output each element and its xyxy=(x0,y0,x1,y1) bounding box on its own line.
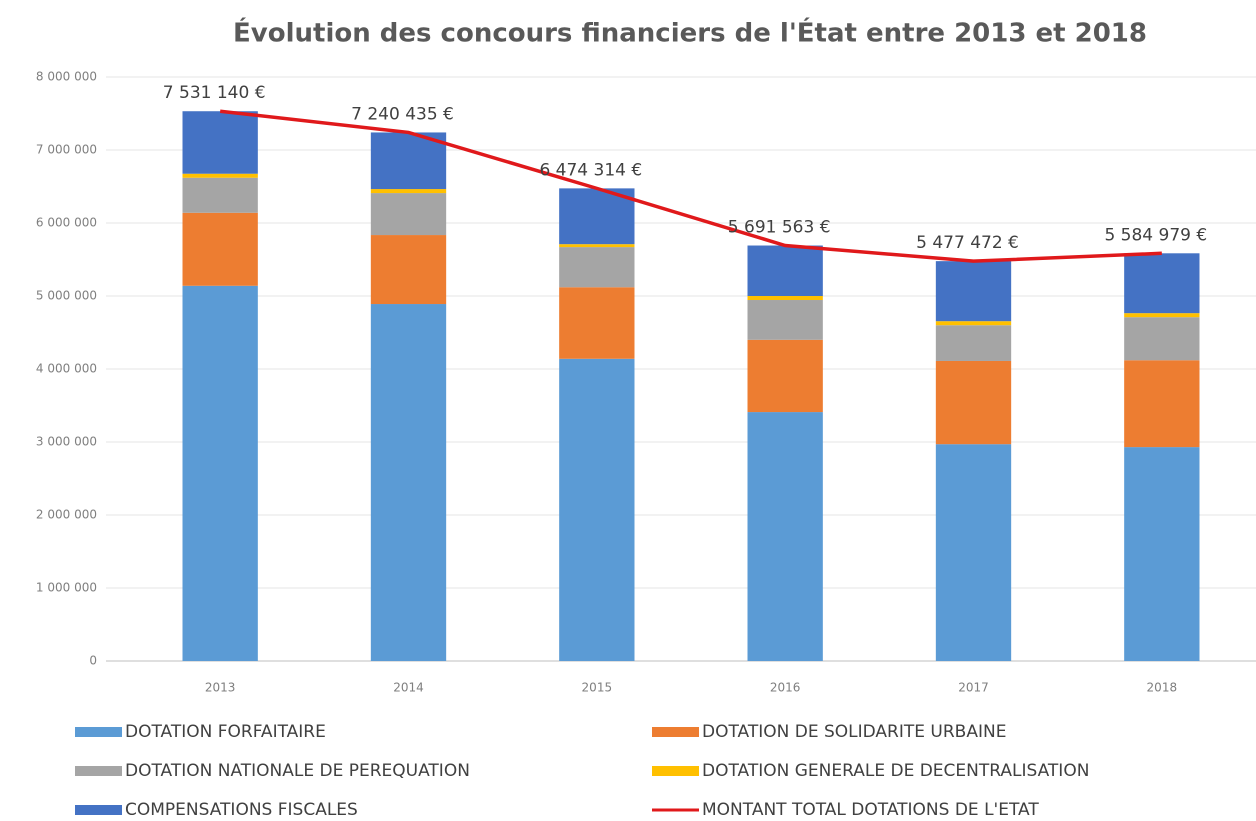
total-line xyxy=(219,109,1162,263)
bar-segment xyxy=(935,325,1012,361)
y-tick-label: 7 000 000 xyxy=(36,143,97,157)
bar-segment xyxy=(559,358,635,661)
y-tick-label: 2 000 000 xyxy=(36,508,97,522)
y-tick-label: 3 000 000 xyxy=(36,435,97,449)
y-tick-label: 5 000 000 xyxy=(36,289,97,303)
bar-segment xyxy=(182,177,258,213)
bar-segment xyxy=(747,412,823,661)
bar-segment xyxy=(182,111,258,174)
x-tick-label: 2015 xyxy=(582,681,613,695)
bar-segment xyxy=(935,444,1012,661)
data-label: 6 474 314 € xyxy=(539,160,642,180)
y-tick-label: 0 xyxy=(89,654,97,668)
bar-segment xyxy=(370,235,447,305)
bar-segment xyxy=(370,189,447,194)
bar-segment xyxy=(747,296,823,301)
y-tick-label: 6 000 000 xyxy=(36,216,97,230)
y-tick-label: 1 000 000 xyxy=(36,581,97,595)
legend-swatch xyxy=(75,766,122,776)
legend-label: COMPENSATIONS FISCALES xyxy=(125,800,358,820)
bar-segment xyxy=(935,261,1012,322)
bar-segment xyxy=(935,360,1012,445)
bar-segment xyxy=(1124,317,1200,361)
x-tick-label: 2013 xyxy=(205,681,236,695)
legend-label: MONTANT TOTAL DOTATIONS DE L'ETAT xyxy=(702,800,1039,820)
x-tick-label: 2018 xyxy=(1147,681,1178,695)
legend-label: DOTATION FORFAITAIRE xyxy=(125,722,326,742)
legend-swatch xyxy=(75,727,122,737)
bar-segment xyxy=(370,304,447,661)
bar-segment xyxy=(182,173,258,178)
bar-segment xyxy=(747,339,823,413)
bar-segment xyxy=(559,244,635,248)
legend-swatch xyxy=(75,805,122,815)
y-tick-label: 8 000 000 xyxy=(36,70,97,84)
bar-segment xyxy=(182,212,258,286)
data-label: 5 477 472 € xyxy=(916,233,1019,253)
bar-segment xyxy=(370,132,447,190)
data-label: 5 691 563 € xyxy=(728,218,831,238)
bar-segment xyxy=(1124,447,1200,661)
legend-label: DOTATION NATIONALE DE PEREQUATION xyxy=(125,761,470,781)
y-tick-label: 4 000 000 xyxy=(36,362,97,376)
bar-segment xyxy=(935,321,1012,326)
bar-segment xyxy=(559,287,635,359)
x-tick-label: 2016 xyxy=(770,681,801,695)
bar-segment xyxy=(1124,313,1200,318)
bar-segment xyxy=(747,245,823,296)
legend-swatch xyxy=(652,727,699,737)
x-tick-label: 2017 xyxy=(958,681,989,695)
x-tick-label: 2014 xyxy=(393,681,424,695)
bar-segment xyxy=(1124,253,1200,314)
bar-segment xyxy=(370,193,447,236)
bar-segment xyxy=(1124,360,1200,448)
legend-label: DOTATION DE SOLIDARITE URBAINE xyxy=(702,722,1006,742)
bar-segment xyxy=(182,285,258,661)
data-label: 7 240 435 € xyxy=(351,104,454,124)
data-label: 5 584 979 € xyxy=(1104,225,1207,245)
bar-segment xyxy=(559,247,635,288)
chart-title: Évolution des concours financiers de l'É… xyxy=(233,17,1147,49)
legend-swatch xyxy=(652,766,699,776)
data-label: 7 531 140 € xyxy=(163,83,266,103)
legend-label: DOTATION GENERALE DE DECENTRALISATION xyxy=(702,761,1089,781)
bar-segment xyxy=(747,300,823,340)
